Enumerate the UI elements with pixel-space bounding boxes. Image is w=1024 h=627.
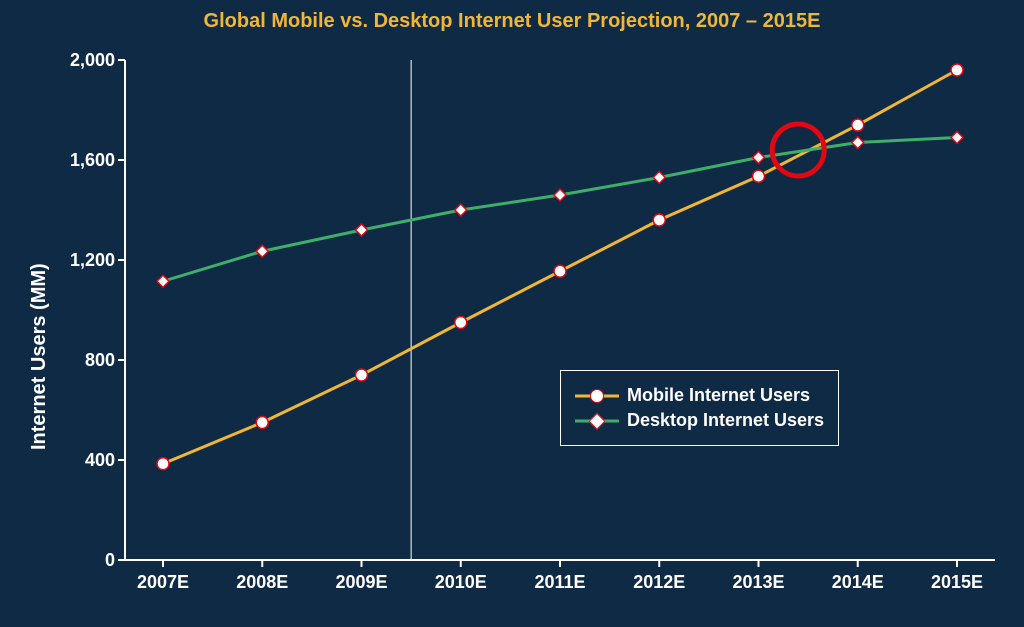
x-tick-label: 2013E bbox=[732, 572, 784, 593]
x-tick-label: 2015E bbox=[931, 572, 983, 593]
x-tick-label: 2012E bbox=[633, 572, 685, 593]
y-tick-label: 2,000 bbox=[45, 50, 115, 71]
chart-title: Global Mobile vs. Desktop Internet User … bbox=[0, 10, 1024, 33]
x-tick-label: 2010E bbox=[435, 572, 487, 593]
legend-swatch-mobile bbox=[575, 388, 619, 404]
chart-container: Global Mobile vs. Desktop Internet User … bbox=[0, 0, 1024, 627]
y-tick-label: 1,600 bbox=[45, 150, 115, 171]
legend-label-mobile: Mobile Internet Users bbox=[627, 385, 810, 406]
legend-item-desktop: Desktop Internet Users bbox=[575, 410, 824, 431]
legend-label-desktop: Desktop Internet Users bbox=[627, 410, 824, 431]
plot-area bbox=[125, 60, 995, 560]
y-tick-label: 0 bbox=[45, 550, 115, 571]
x-tick-label: 2007E bbox=[137, 572, 189, 593]
legend-swatch-desktop bbox=[575, 413, 619, 429]
x-tick-label: 2014E bbox=[832, 572, 884, 593]
x-tick-label: 2009E bbox=[335, 572, 387, 593]
y-tick-label: 1,200 bbox=[45, 250, 115, 271]
y-tick-label: 400 bbox=[45, 450, 115, 471]
x-tick-label: 2011E bbox=[534, 572, 585, 593]
legend: Mobile Internet Users Desktop Internet U… bbox=[560, 370, 839, 446]
x-tick-label: 2008E bbox=[236, 572, 288, 593]
legend-item-mobile: Mobile Internet Users bbox=[575, 385, 824, 406]
y-tick-label: 800 bbox=[45, 350, 115, 371]
